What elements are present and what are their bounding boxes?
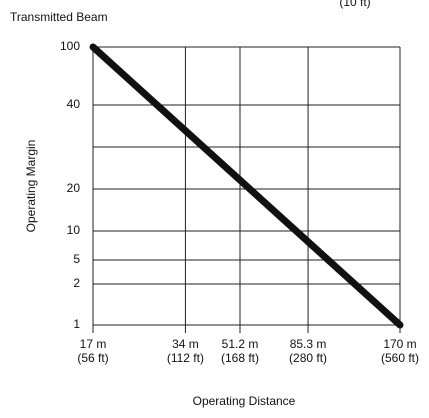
corner-note: (10 ft) xyxy=(339,0,370,9)
x-tick-sublabel: (560 ft) xyxy=(381,351,419,365)
x-tick-label: 34 m xyxy=(172,337,199,351)
x-tick-label: 51.2 m xyxy=(222,337,259,351)
y-tick-label: 40 xyxy=(67,97,81,111)
y-tick-label: 10 xyxy=(67,223,81,237)
x-tick-label: 170 m xyxy=(383,337,416,351)
chart-title: Transmitted Beam xyxy=(10,10,108,24)
x-tick-label: 85.3 m xyxy=(290,337,327,351)
y-axis-label: Operating Margin xyxy=(24,140,38,233)
x-tick-label: 17 m xyxy=(80,337,107,351)
y-tick-label: 100 xyxy=(60,39,80,53)
x-tick-sublabel: (112 ft) xyxy=(167,351,204,365)
y-tick-label: 5 xyxy=(73,252,80,266)
y-tick-label: 20 xyxy=(67,181,81,195)
x-tick-sublabel: (280 ft) xyxy=(289,351,327,365)
x-tick-sublabel: (56 ft) xyxy=(77,351,108,365)
y-tick-label: 1 xyxy=(73,317,80,331)
y-tick-label: 2 xyxy=(73,276,80,290)
x-tick-sublabel: (168 ft) xyxy=(221,351,259,365)
data-line xyxy=(89,43,404,329)
x-axis-label: Operating Distance xyxy=(193,394,296,408)
